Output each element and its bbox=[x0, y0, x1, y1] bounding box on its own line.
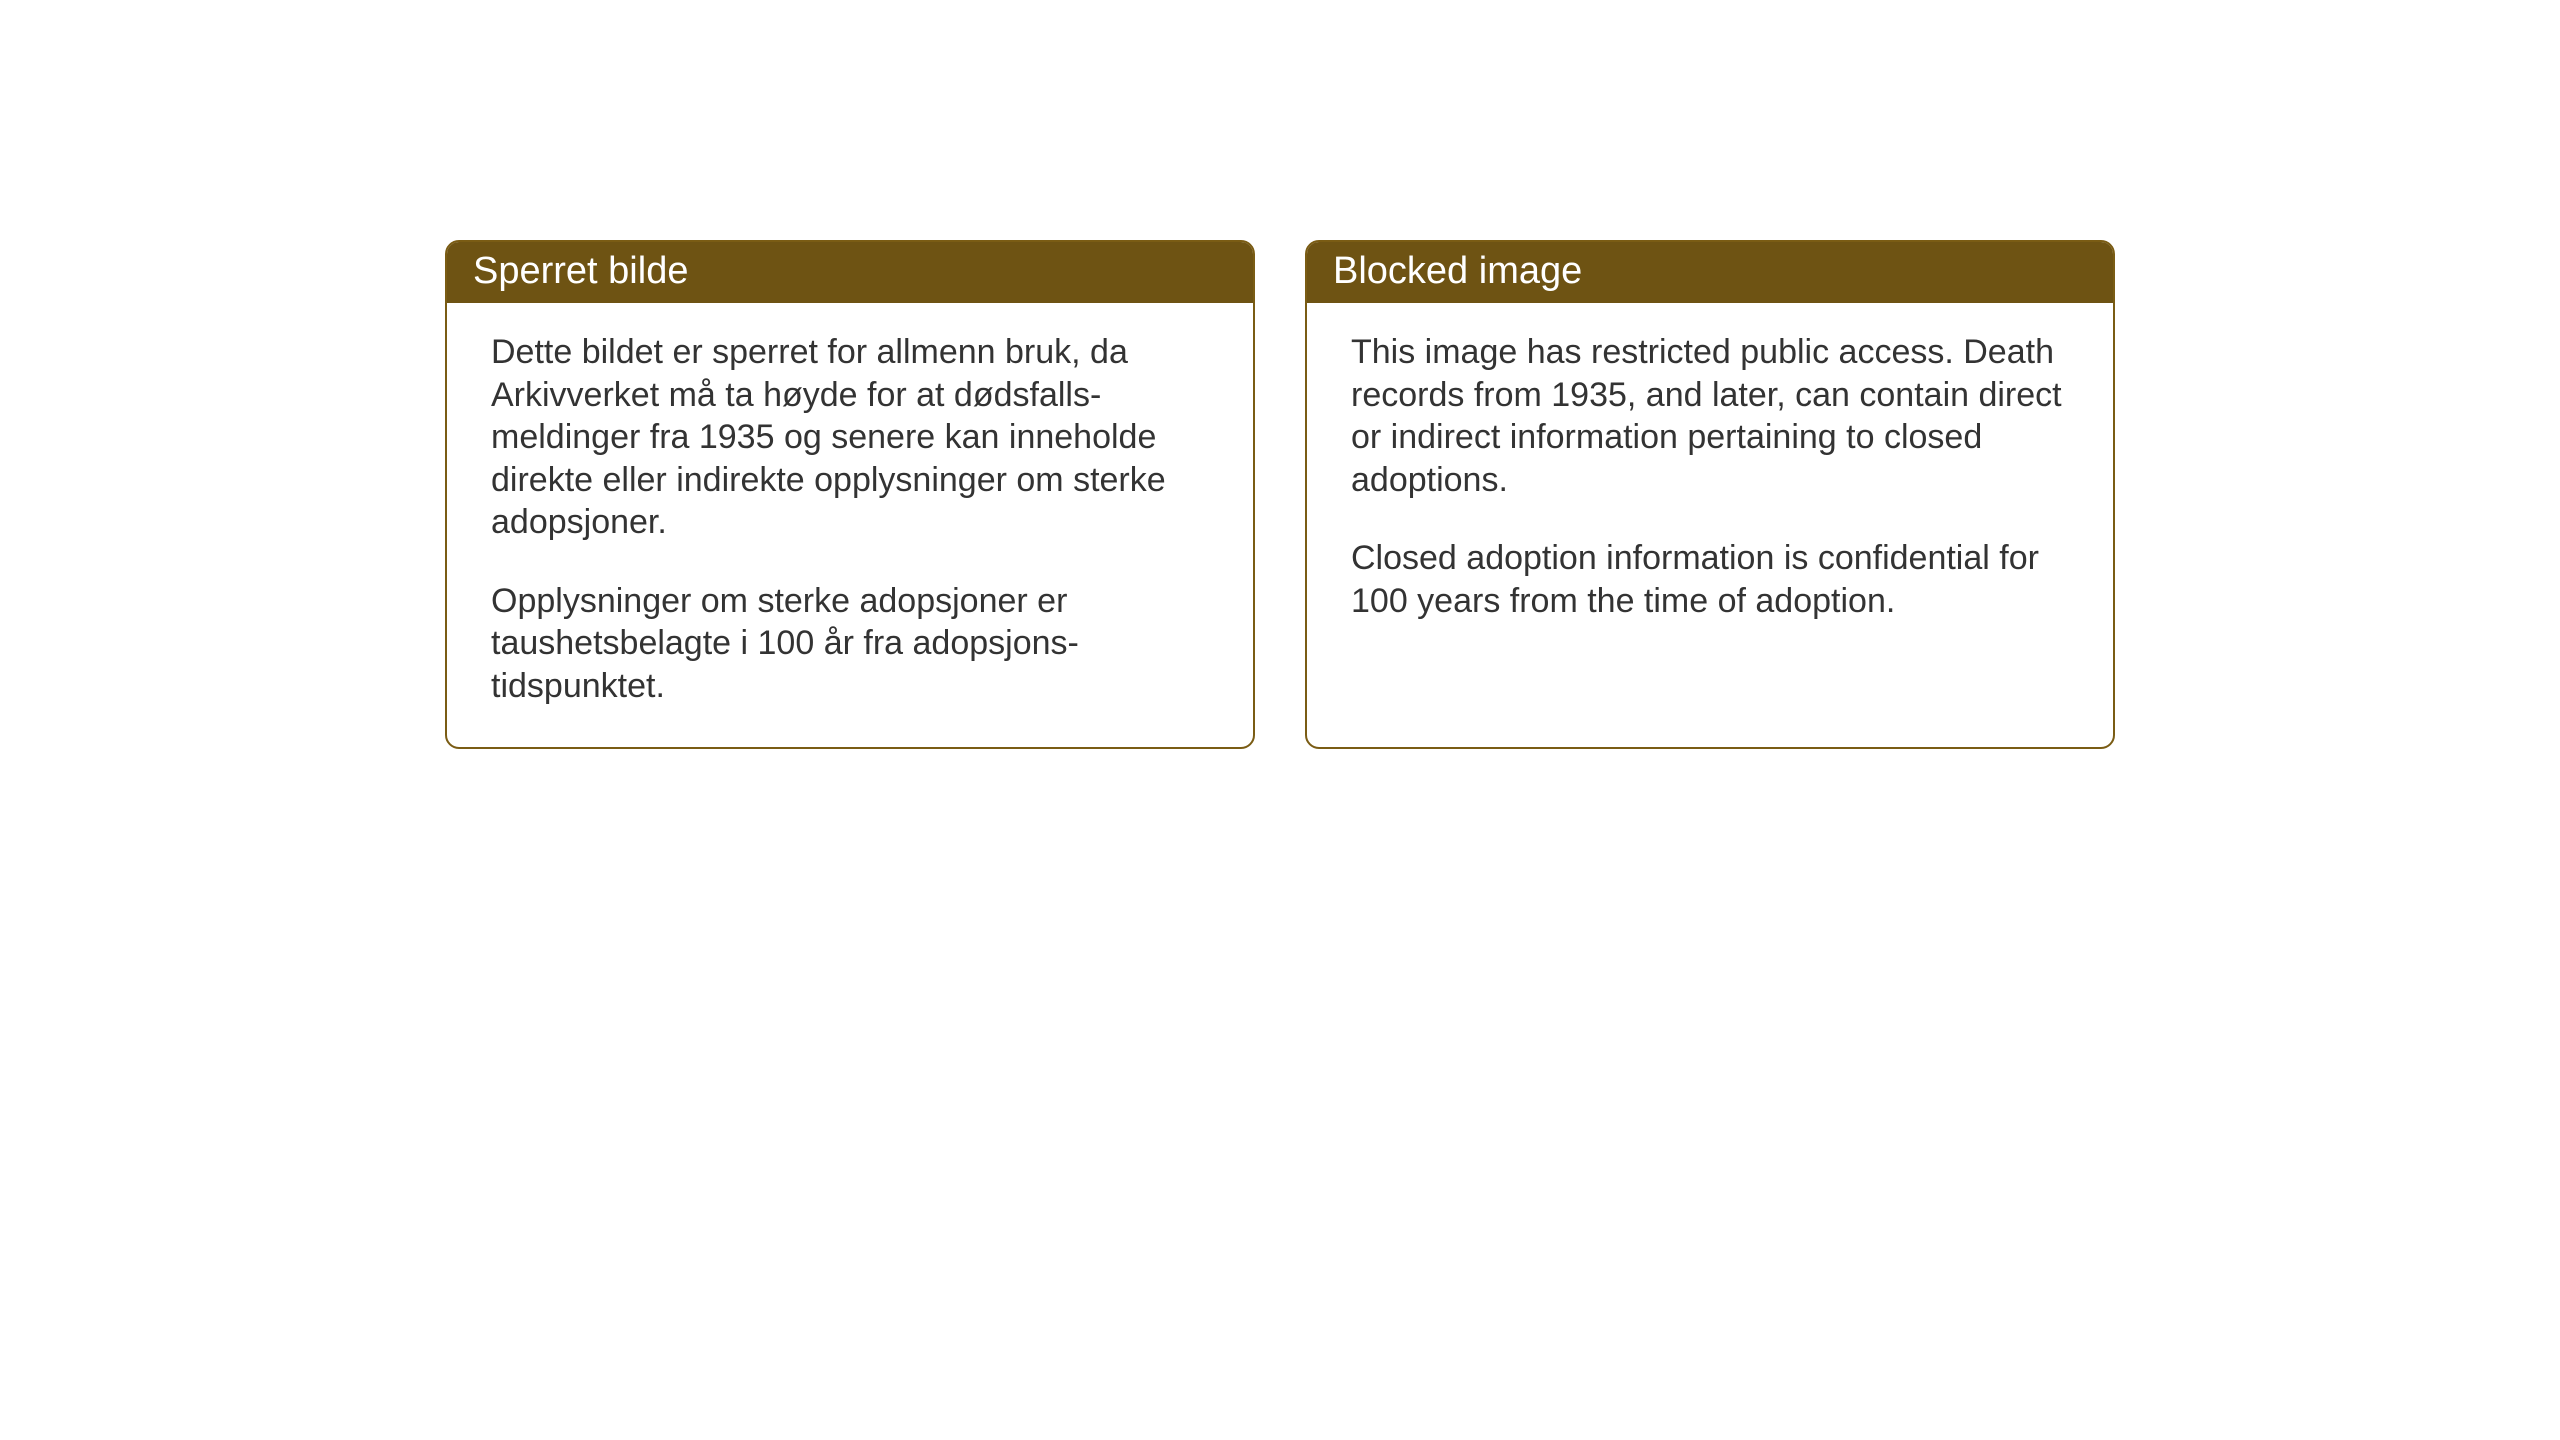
notice-card-english: Blocked image This image has restricted … bbox=[1305, 240, 2115, 749]
notice-paragraph: Closed adoption information is confident… bbox=[1351, 537, 2069, 622]
notice-paragraph: Dette bildet er sperret for allmenn bruk… bbox=[491, 331, 1209, 544]
card-body-english: This image has restricted public access.… bbox=[1307, 303, 2113, 662]
card-header-norwegian: Sperret bilde bbox=[447, 242, 1253, 303]
card-body-norwegian: Dette bildet er sperret for allmenn bruk… bbox=[447, 303, 1253, 747]
notice-container: Sperret bilde Dette bildet er sperret fo… bbox=[445, 240, 2115, 749]
notice-paragraph: Opplysninger om sterke adopsjoner er tau… bbox=[491, 580, 1209, 708]
card-header-english: Blocked image bbox=[1307, 242, 2113, 303]
notice-paragraph: This image has restricted public access.… bbox=[1351, 331, 2069, 501]
notice-card-norwegian: Sperret bilde Dette bildet er sperret fo… bbox=[445, 240, 1255, 749]
